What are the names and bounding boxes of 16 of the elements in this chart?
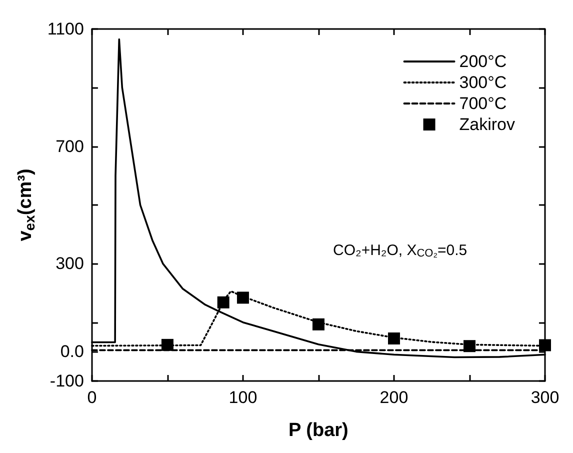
legend-label: Zakirov xyxy=(459,115,516,134)
x-tick-label: 0 xyxy=(87,388,97,407)
y-tick-label: 1100 xyxy=(47,20,84,38)
y-axis-title: vex(cm³) xyxy=(15,168,38,242)
y-tick-label: 700 xyxy=(56,136,84,156)
legend-label: 700°C xyxy=(459,94,507,113)
y-tick-label: 300 xyxy=(56,254,84,274)
y-tick-label: -100 xyxy=(50,372,84,390)
annotation: CO₂+H₂O, XCO₂=0.5 xyxy=(333,242,468,260)
x-tick-label: 100 xyxy=(228,388,258,407)
y-tick-label: 0.0 xyxy=(60,342,84,362)
x-axis-title: P (bar) xyxy=(288,420,348,441)
x-tick-label: 300 xyxy=(530,388,560,407)
legend-label: 300°C xyxy=(459,73,507,92)
x-tick-label: 200 xyxy=(380,388,408,407)
legend-label: 200°C xyxy=(459,52,507,71)
